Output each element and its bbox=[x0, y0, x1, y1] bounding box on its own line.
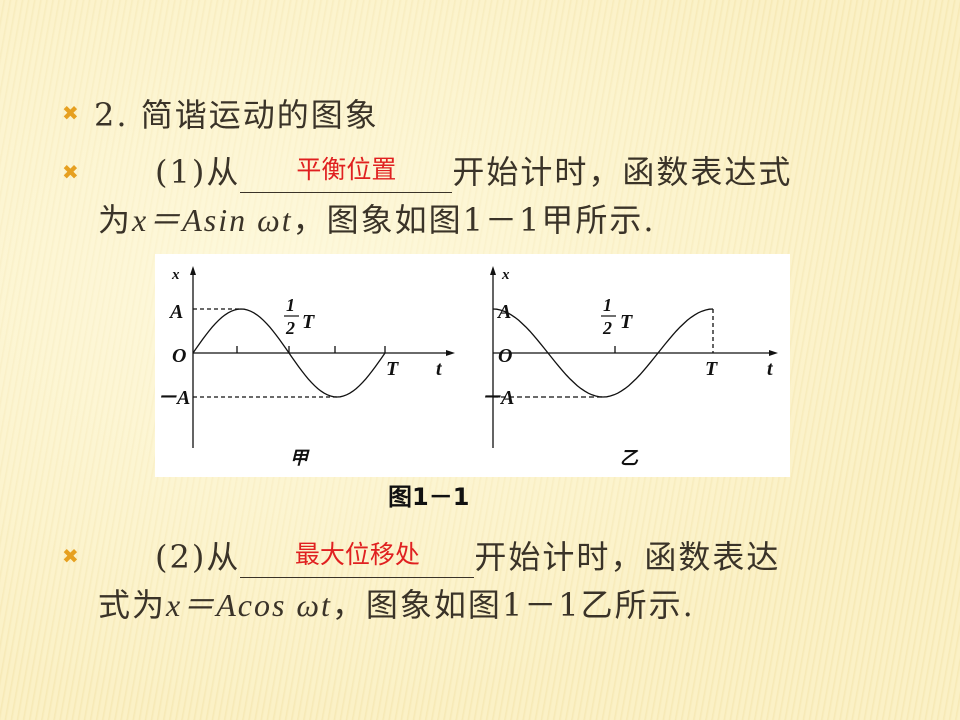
left-x-label: x bbox=[171, 267, 180, 283]
item1-line2: 为x＝Asin ωt，图象如图1－1甲所示. bbox=[98, 201, 656, 239]
bullet-x-icon: ✖ bbox=[62, 544, 79, 568]
item2-line2: 式为x＝Acos ωt，图象如图1－1乙所示. bbox=[98, 586, 695, 624]
left-half-num: 1 bbox=[286, 295, 295, 315]
right-origin-label: O bbox=[498, 345, 512, 367]
answer-text: 平衡位置 bbox=[296, 155, 397, 184]
figure-1-1: x A O －A 1 2 T T t 甲 x A O －A 1 2 T T t … bbox=[155, 254, 790, 477]
heading: 2. 简谐运动的图象 bbox=[94, 96, 379, 134]
answer-blank: 最大位移处 bbox=[240, 540, 475, 578]
right-half-num: 1 bbox=[603, 295, 612, 315]
left-negamp-label: －A bbox=[157, 387, 190, 409]
right-graph-label: 乙 bbox=[620, 448, 639, 468]
left-origin-label: O bbox=[172, 345, 186, 367]
right-period-label: T bbox=[705, 358, 718, 380]
left-period-label: T bbox=[386, 358, 399, 380]
oscillation-graphs: x A O －A 1 2 T T t 甲 x A O －A 1 2 T T t … bbox=[157, 266, 778, 468]
left-graph-label: 甲 bbox=[290, 448, 310, 468]
left-t-label: t bbox=[436, 358, 443, 380]
right-x-label: x bbox=[501, 267, 510, 283]
right-half-den: 2 bbox=[602, 318, 612, 338]
item2-line1: (2)从 最大位移处 开始计时，函数表达 bbox=[155, 532, 780, 578]
left-half-T: T bbox=[302, 311, 315, 333]
bullet-x-icon: ✖ bbox=[62, 160, 79, 184]
answer-blank: 平衡位置 bbox=[240, 155, 453, 193]
right-amp-label: A bbox=[496, 301, 511, 323]
right-half-T: T bbox=[620, 311, 633, 333]
left-sine-curve bbox=[192, 308, 386, 398]
right-t-label: t bbox=[767, 358, 774, 380]
right-negamp-label: －A bbox=[481, 387, 514, 409]
item1-line1: (1)从 平衡位置 开始计时，函数表达式 bbox=[155, 147, 792, 193]
bullet-x-icon: ✖ bbox=[62, 101, 79, 125]
figure-caption: 图1－1 bbox=[388, 483, 470, 511]
left-amp-label: A bbox=[168, 301, 183, 323]
right-cosine-curve bbox=[492, 308, 714, 398]
answer-text: 最大位移处 bbox=[294, 540, 420, 569]
left-half-den: 2 bbox=[285, 318, 295, 338]
